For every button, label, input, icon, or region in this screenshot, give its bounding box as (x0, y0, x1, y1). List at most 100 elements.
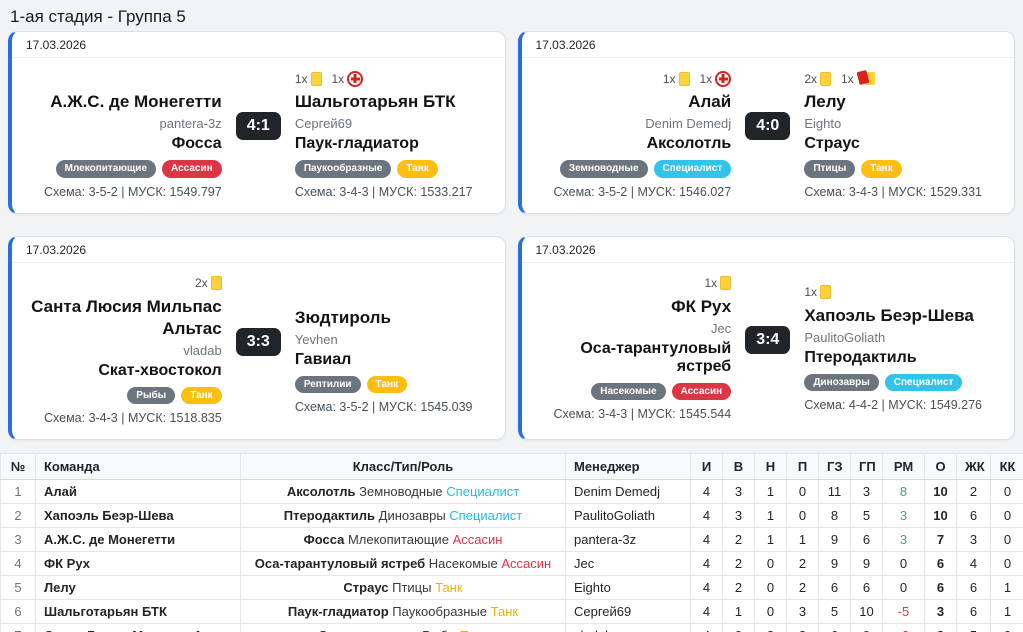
row-manager: PaulitoGoliath (565, 503, 691, 529)
table-row: 5 Лелу Страус Птицы Танк Eighto 4 2 0 2 … (0, 575, 1023, 601)
score-badge: 4:0 (745, 112, 791, 141)
away-team-block: 2x 1x Лелу Eighto Страус Птицы Танк Схем… (790, 68, 998, 199)
match-card[interactable]: 17.03.2026 1x 1x Алай Denim Demedj Аксол… (517, 31, 1015, 214)
row-goal-diff: 3 (882, 527, 925, 553)
row-goals-against: 5 (850, 503, 883, 529)
away-team-block: Зюдтироль Yevhen Гавиал Рептилии Танк Сх… (281, 284, 489, 414)
home-team-block: 1x ФК Рух Jec Оса-тарантуловый ястреб На… (538, 273, 746, 422)
row-played: 4 (690, 599, 723, 625)
row-position: 4 (0, 551, 36, 577)
match-card[interactable]: 17.03.2026 А.Ж.С. де Монегетти pantera-3… (8, 31, 506, 214)
event-yellow-cards: 1x (662, 71, 690, 86)
row-yellow-cards: 6 (956, 599, 991, 625)
row-position: 3 (0, 527, 36, 553)
row-goals-for: 8 (818, 503, 851, 529)
scheme-info: Схема: 3-5-2 | МУСК: 1549.797 (43, 184, 222, 199)
row-manager: Сергей69 (565, 599, 691, 625)
col-header-goal-diff: РМ (882, 453, 925, 481)
table-row: 2 Хапоэль Беэр-Шева Птеродактиль Динозав… (0, 503, 1023, 529)
row-class-type: Птицы (392, 580, 432, 596)
creature-name: Паук-гладиатор (294, 135, 419, 153)
row-points: 3 (924, 599, 957, 625)
row-red-cards: 0 (990, 479, 1023, 505)
standings-body: 1 Алай Аксолотль Земноводные Специалист … (0, 479, 1023, 632)
row-role: Ассасин (452, 532, 503, 548)
col-header-manager: Менеджер (565, 453, 691, 481)
yellow-card-icon (678, 71, 690, 86)
row-red-cards: 1 (990, 599, 1023, 625)
row-manager: vladab (565, 623, 691, 632)
team-name: Шальготарьян БТК (294, 92, 456, 111)
table-row: 3 А.Ж.С. де Монегетти Фосса Млекопитающи… (0, 527, 1023, 553)
standings-table: № Команда Класс/Тип/Роль Менеджер И В Н … (0, 453, 1023, 632)
row-yellow-cards: 4 (956, 551, 991, 577)
match-card[interactable]: 17.03.2026 2x Санта Люсия Мильпас Альтас… (8, 235, 506, 441)
role-badge: Танк (366, 375, 407, 394)
class-type-badge: Млекопитающие (55, 160, 157, 178)
row-yellow-cards: 3 (956, 527, 991, 553)
row-points: 6 (924, 575, 957, 601)
row-draws: 1 (754, 479, 787, 505)
row-yellow-cards: 2 (956, 479, 991, 505)
col-header-draws: Н (754, 453, 787, 481)
row-goals-against: 6 (850, 527, 883, 553)
row-role: Специалист (446, 484, 520, 500)
match-events: 1x 1x (538, 68, 732, 89)
row-team: Санта Люсия Мильпас Альтас (35, 623, 241, 632)
col-header-points: О (924, 453, 957, 481)
match-events: 2x (28, 273, 222, 294)
row-class-type: Млекопитающие (347, 532, 449, 548)
row-wins: 2 (722, 527, 755, 553)
row-manager: Jec (565, 551, 691, 577)
row-team: Лелу (35, 575, 241, 601)
row-draws: 0 (754, 551, 787, 577)
yellow-card-icon (210, 276, 222, 291)
row-class-type-role: Аксолотль Земноводные Специалист (240, 479, 566, 505)
event-yellow-cards: 2x (195, 276, 222, 291)
row-goal-diff: 8 (882, 479, 925, 505)
match-events: 1x (538, 273, 732, 294)
col-header-goals-against: ГП (850, 453, 883, 481)
match-body: 1x 1x Алай Denim Demedj Аксолотль Земнов… (522, 58, 1015, 213)
scheme-info: Схема: 3-4-3 | МУСК: 1529.331 (804, 184, 983, 199)
row-wins: 3 (722, 479, 755, 505)
table-row: 7 Санта Люсия Мильпас Альтас Скат-хвосто… (0, 623, 1023, 632)
row-position: 1 (0, 479, 36, 505)
row-class-type: Земноводные (359, 484, 443, 500)
row-team: Хапоэль Беэр-Шева (35, 503, 241, 529)
class-type-badge: Насекомые (591, 382, 666, 401)
match-date: 17.03.2026 (521, 237, 1014, 263)
role-badge: Специалист (884, 373, 963, 392)
event-count: 1x (841, 71, 854, 86)
team-name: Зюдтироль (294, 307, 391, 327)
class-type-badge: Птицы (804, 160, 856, 178)
row-goal-diff: 0 (882, 575, 925, 601)
match-events: 2x 1x (804, 68, 998, 89)
manager-name: Eighto (804, 116, 842, 132)
col-header-losses: П (786, 453, 819, 481)
standings-header: № Команда Класс/Тип/Роль Менеджер И В Н … (0, 453, 1023, 481)
row-position: 5 (0, 575, 36, 601)
event-count: 2x (804, 71, 817, 86)
row-goals-for: 5 (818, 599, 851, 625)
row-draws: 2 (754, 623, 787, 632)
team-name: Хапоэль Беэр-Шева (804, 305, 974, 325)
match-card[interactable]: 17.03.2026 1x ФК Рух Jec Оса-тарантуловы… (517, 235, 1015, 441)
row-losses: 1 (786, 527, 819, 553)
row-class-type: Насекомые (428, 556, 498, 572)
match-date: 17.03.2026 (521, 32, 1014, 58)
event-count: 2x (195, 276, 208, 291)
row-red-cards: 0 (990, 623, 1023, 632)
event-count: 1x (662, 71, 676, 86)
creature-name: Гавиал (294, 350, 352, 368)
row-goals-for: 9 (818, 527, 851, 553)
col-header-red-cards: КК (990, 453, 1023, 481)
yellow-card-icon (820, 71, 831, 86)
scheme-info: Схема: 3-4-3 | МУСК: 1545.544 (553, 407, 732, 422)
row-creature: Аксолотль (286, 484, 356, 500)
match-date: 17.03.2026 (12, 32, 505, 58)
row-losses: 0 (786, 479, 819, 505)
role-badge: Танк (397, 160, 438, 178)
role-badge: Танк (861, 160, 902, 178)
badges-row: Динозавры Специалист (804, 373, 998, 392)
